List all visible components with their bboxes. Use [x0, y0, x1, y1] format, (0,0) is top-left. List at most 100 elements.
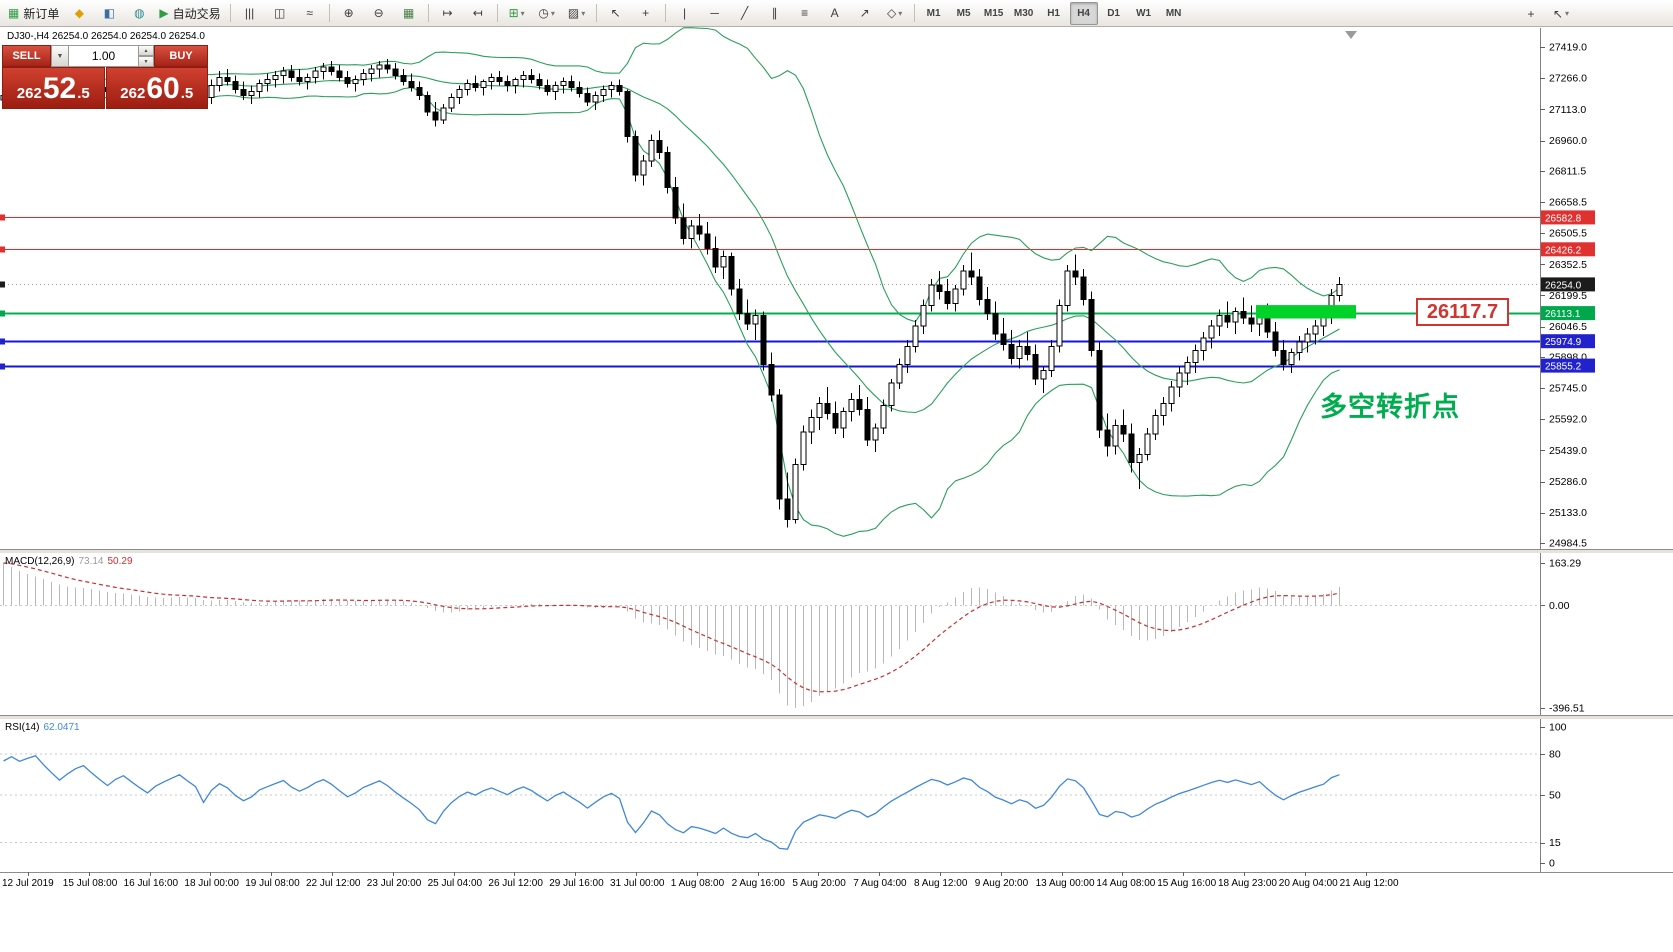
equidistant-channel-button[interactable]: ∥ [761, 2, 789, 25]
sell-button[interactable]: SELL [2, 45, 51, 67]
tile-windows-button[interactable]: ▦ [395, 2, 423, 25]
chevron-down-icon: ▾ [1565, 9, 1570, 18]
pointer-mode-button[interactable]: ↖ ▾ [1547, 2, 1575, 25]
price-tick-label: 26960.0 [1549, 135, 1587, 147]
highlight-band[interactable] [1256, 305, 1356, 319]
panel-separator[interactable] [0, 549, 1673, 553]
time-tick-label: 20 Aug 04:00 [1279, 878, 1338, 889]
tf-w1-button[interactable]: W1 [1130, 2, 1158, 25]
resistance-line-1-tag-label: 26582.8 [1545, 213, 1582, 224]
tf-m5-button[interactable]: M5 [950, 2, 978, 25]
time-axis[interactable]: 12 Jul 2019 15 Jul 08:00 16 Jul 16:00 18 Ju… [0, 872, 1673, 889]
zoom-out-button[interactable]: ⊖ [365, 2, 393, 25]
candle-body [552, 85, 559, 93]
arrows-icon: ↗ [859, 6, 870, 20]
add-chart-button[interactable]: + [1517, 2, 1545, 25]
tf-d1-button[interactable]: D1 [1100, 2, 1128, 25]
candle-body [1144, 433, 1151, 455]
tf-m15-button[interactable]: M15 [980, 2, 1008, 25]
candle-body [1240, 311, 1247, 319]
spinner-up-icon[interactable]: ▲ [139, 45, 154, 56]
candle-body [736, 288, 743, 315]
macd-signal-line [3, 562, 1340, 693]
line-chart-button[interactable]: ≈ [296, 2, 324, 25]
indicators-button[interactable]: ⊞ ▾ [503, 2, 531, 25]
time-tick-label: 8 Aug 12:00 [914, 878, 968, 889]
current-price-tag-label: 26254.0 [1545, 280, 1582, 291]
strategy-navigator-button[interactable]: ◍ [125, 2, 153, 25]
resistance-line-2-tag [1541, 242, 1595, 257]
price-callout[interactable]: 26117.7 [1416, 298, 1509, 326]
tf-h1-button[interactable]: H1 [1040, 2, 1068, 25]
rsi-value: 62.0471 [43, 722, 80, 733]
candle-body [1304, 333, 1311, 343]
templates-button[interactable]: ▨ ▾ [563, 2, 591, 25]
time-tick-label: 5 Aug 20:00 [792, 878, 846, 889]
volume-dropdown-button[interactable]: ▼ [51, 45, 69, 67]
toolbar-separator [229, 4, 231, 22]
candle-body [776, 394, 783, 500]
candle-body [464, 83, 471, 91]
candle-body [992, 313, 999, 335]
volume-input[interactable] [69, 45, 139, 67]
periods-button[interactable]: ◷ ▾ [533, 2, 561, 25]
pivot-note-text[interactable]: 多空转折点 [1320, 392, 1460, 422]
chevron-down-icon: ▾ [898, 8, 903, 18]
text-button[interactable]: A [821, 2, 849, 25]
candle-body [976, 276, 983, 300]
market-watch-button[interactable]: ◆ [65, 2, 93, 25]
macd-histogram [3, 563, 1340, 708]
sell-price[interactable]: 262 52.5 [2, 67, 105, 109]
autotrading-button[interactable]: ▶ 自动交易 [155, 2, 224, 25]
price-scale[interactable]: 27419.0 27266.0 27113.0 26960.0 26811.5 26658… [1540, 28, 1673, 872]
candle-body [640, 160, 647, 176]
candlesticks [0, 59, 1343, 528]
arrows-button[interactable]: ↗ [851, 2, 879, 25]
fibonacci-button[interactable]: ≡ [791, 2, 819, 25]
candle-body [1160, 402, 1167, 416]
buy-button[interactable]: BUY [154, 45, 208, 67]
bar-chart-button[interactable]: ||| [236, 2, 264, 25]
candle-body [848, 398, 855, 412]
crosshair-button[interactable]: + [632, 2, 660, 25]
chart-shift-button[interactable]: ↤ [464, 2, 492, 25]
support-line-1-left-marker [0, 338, 5, 345]
auto-scroll-button[interactable]: ↦ [434, 2, 462, 25]
candlestick-chart-button[interactable]: ◫ [266, 2, 294, 25]
tf-mn-button[interactable]: MN [1160, 2, 1188, 25]
tf-m30-button[interactable]: M30 [1010, 2, 1038, 25]
macd-panel [0, 562, 1540, 708]
candle-body [784, 498, 791, 521]
zoom-in-button[interactable]: ⊕ [335, 2, 363, 25]
candle-body [216, 76, 223, 87]
new-order-button[interactable]: ▦ 新订单 [4, 2, 63, 25]
macd-name: MACD(12,26,9) [5, 556, 75, 567]
chevron-down-icon: ▾ [581, 8, 586, 18]
candle-body [560, 80, 567, 87]
trendline-button[interactable]: ╱ [731, 2, 759, 25]
vertical-line-button[interactable]: | [671, 2, 699, 25]
volume-spinner[interactable]: ▲ ▼ [139, 45, 154, 67]
candle-body [520, 74, 527, 80]
price-scale-background[interactable] [1540, 28, 1673, 872]
horizontal-line-button[interactable]: ─ [701, 2, 729, 25]
candle-body [912, 325, 919, 347]
spinner-down-icon[interactable]: ▼ [139, 56, 154, 67]
cursor-button[interactable]: ↖ [602, 2, 630, 25]
buy-price[interactable]: 262 60.5 [105, 67, 208, 109]
tf-h4-button[interactable]: H4 [1069, 1, 1098, 25]
candle-body [344, 76, 351, 85]
data-window-button[interactable]: ◧ [95, 2, 123, 25]
candle-body [336, 70, 343, 78]
time-tick-label: 15 Jul 08:00 [63, 878, 118, 889]
time-tick-label: 13 Aug 00:00 [1036, 878, 1095, 889]
shapes-button[interactable]: ◇ ▾ [881, 2, 909, 25]
candle-body [664, 152, 671, 188]
panel-separator[interactable] [0, 715, 1673, 719]
candle-body [688, 225, 695, 239]
tf-m1-button[interactable]: M1 [920, 2, 948, 25]
price-tick-label: 25592.0 [1549, 414, 1587, 426]
candle-body [680, 217, 687, 239]
